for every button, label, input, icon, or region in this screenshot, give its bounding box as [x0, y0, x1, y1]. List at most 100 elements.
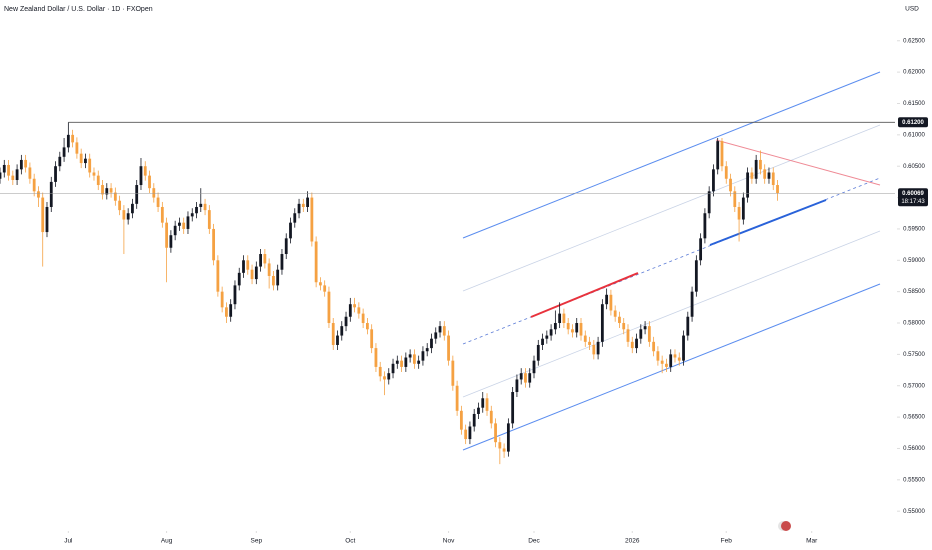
- x-tick-label: Oct: [345, 538, 355, 545]
- y-tick-label: 0.57500: [903, 352, 925, 358]
- y-tick-label: 0.56000: [903, 446, 925, 452]
- candle-body: [498, 442, 502, 449]
- candle-body: [682, 335, 685, 361]
- candle-body: [609, 294, 613, 311]
- candle-body: [7, 164, 10, 176]
- candle-body: [267, 263, 271, 276]
- candle-body: [113, 192, 117, 201]
- y-tick-label: 0.55500: [903, 477, 925, 483]
- candle-body: [741, 197, 745, 220]
- candle-body: [229, 304, 233, 317]
- candle-body: [357, 307, 361, 314]
- candle-body: [131, 203, 134, 214]
- candle-body: [289, 222, 292, 239]
- candle-body: [712, 169, 715, 192]
- candle-body: [284, 238, 288, 255]
- candle-body: [771, 172, 775, 186]
- candle-body: [96, 175, 100, 186]
- candle-body: [750, 172, 754, 179]
- candle-body: [24, 159, 28, 168]
- candle-body: [622, 323, 626, 330]
- candle-body: [536, 344, 540, 361]
- candle-body: [754, 159, 758, 179]
- candle-body: [558, 313, 562, 324]
- y-tick-label: 0.60500: [903, 164, 925, 170]
- candle-body: [553, 323, 557, 330]
- y-tick-label: 0.57000: [903, 383, 925, 389]
- candle-body: [412, 354, 416, 364]
- candle-body: [528, 373, 532, 383]
- candle-body: [246, 260, 250, 270]
- y-tick-label: 0.58500: [903, 289, 925, 295]
- candle-body: [630, 341, 634, 349]
- candle-body: [237, 272, 241, 286]
- candle-body: [656, 351, 660, 361]
- candle-body: [254, 266, 258, 280]
- candle-body: [511, 392, 515, 424]
- candle-body: [519, 373, 523, 380]
- candle-body: [135, 185, 139, 204]
- candle-body: [178, 222, 181, 226]
- candle-body: [699, 238, 703, 261]
- candle-body: [62, 147, 66, 157]
- candle-body: [707, 191, 711, 214]
- candle-body: [618, 316, 621, 324]
- candle-body: [746, 172, 750, 198]
- candle-body: [686, 316, 690, 336]
- candle-body: [673, 354, 677, 358]
- y-tick-label: 0.55000: [903, 509, 925, 515]
- candle-body: [160, 206, 164, 223]
- candle-body: [639, 329, 643, 339]
- candle-body: [319, 282, 322, 286]
- candle-body: [430, 338, 433, 349]
- candle-body: [400, 360, 403, 367]
- candle-body: [0, 172, 2, 179]
- candle-body: [575, 323, 579, 333]
- candle-body: [665, 363, 668, 367]
- candle-body: [49, 181, 53, 207]
- candle-body: [327, 291, 331, 324]
- candle-body: [600, 304, 604, 342]
- candle-body: [515, 379, 519, 393]
- candle-body: [660, 360, 664, 364]
- candle-body: [434, 332, 438, 339]
- candle-body: [323, 285, 327, 292]
- candle-body: [378, 366, 382, 377]
- candle-body: [579, 323, 583, 336]
- candle-body: [472, 413, 476, 427]
- candle-body: [524, 373, 527, 383]
- candle-body: [195, 206, 198, 214]
- candle-body: [58, 156, 62, 167]
- candle-body: [571, 329, 574, 333]
- candle-body: [583, 335, 587, 342]
- candle-body: [626, 329, 630, 342]
- candle-body: [293, 213, 297, 223]
- candle-body: [502, 448, 506, 452]
- candle-body: [75, 142, 79, 154]
- candle-body: [613, 310, 617, 317]
- candles: [0, 122, 779, 465]
- candle-body: [143, 166, 147, 176]
- candle-body: [408, 354, 412, 358]
- last-price-box: [898, 188, 928, 207]
- candle-body: [421, 351, 425, 361]
- currency: USD: [905, 6, 919, 13]
- candle-body: [395, 360, 399, 364]
- candle-body: [447, 335, 450, 361]
- candle-body: [272, 275, 275, 286]
- candle-body: [306, 197, 309, 207]
- candle-body: [647, 326, 651, 342]
- candle-body: [451, 360, 455, 386]
- candle-body: [15, 169, 19, 181]
- candle-body: [310, 197, 314, 242]
- candle-body: [545, 335, 549, 339]
- y-tick-label: 0.56500: [903, 415, 925, 421]
- x-tick-label: Aug: [161, 538, 173, 545]
- candle-body: [182, 222, 186, 229]
- candle-body: [442, 326, 446, 336]
- x-tick-label: Jul: [64, 538, 73, 545]
- candle-body: [596, 341, 600, 355]
- candle-body: [109, 188, 113, 193]
- candle-body: [635, 338, 638, 349]
- candle-body: [28, 167, 32, 179]
